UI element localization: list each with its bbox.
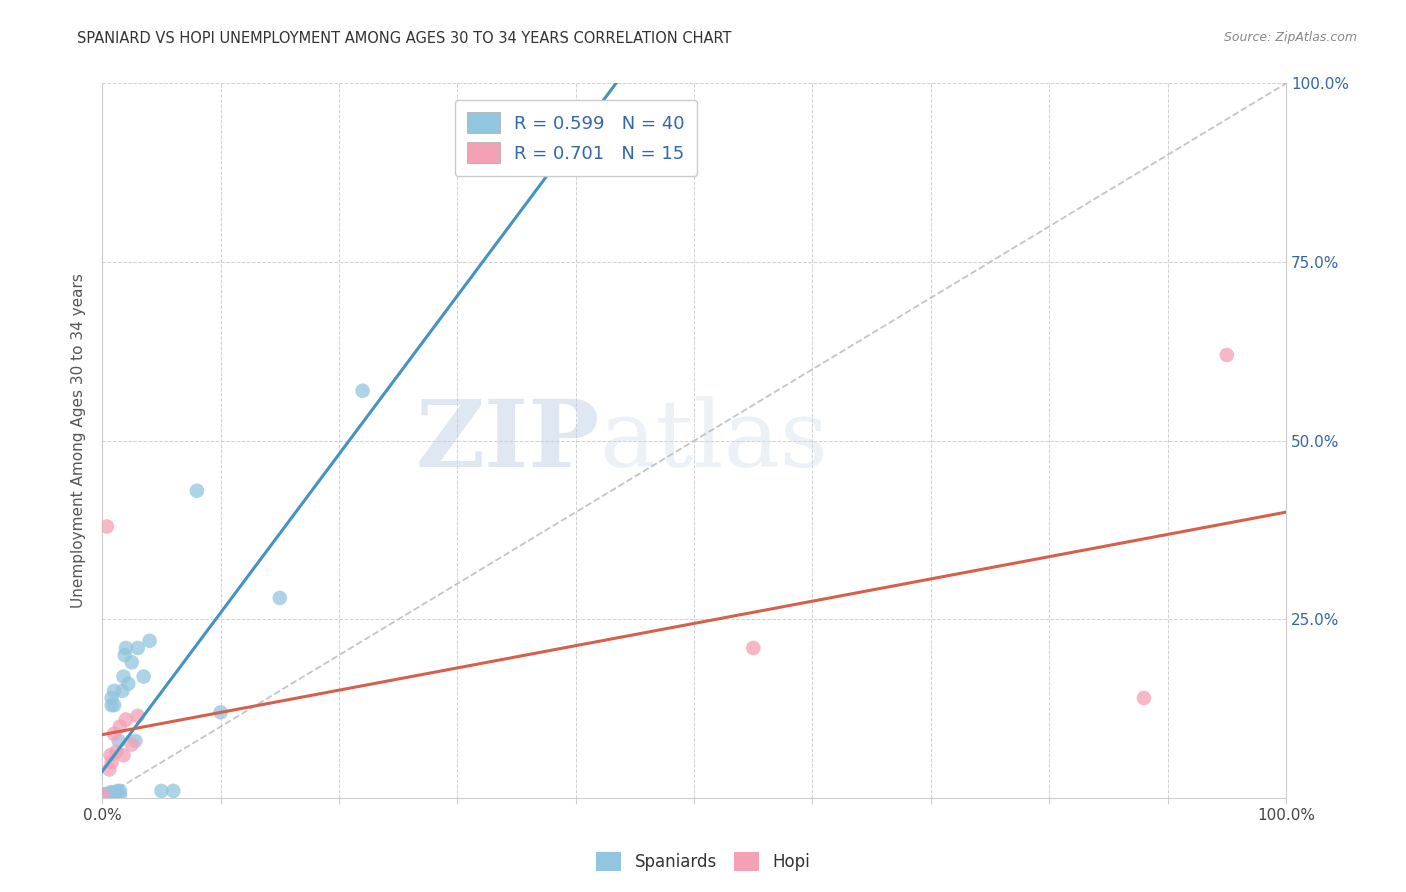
Point [96,788,118,802]
Point [121,738,143,752]
Point [111,684,134,698]
Point [96,519,118,533]
Point [124,734,146,748]
Point [108,720,131,734]
Point [100,748,122,763]
Point [101,788,124,802]
Legend: Spaniards, Hopi: Spaniards, Hopi [588,843,818,880]
Point [121,655,143,669]
Point [93,791,115,805]
Point [112,748,135,763]
Point [127,709,149,723]
Point [1216,348,1239,362]
Point [97,791,120,805]
Point [209,706,232,720]
Point [112,669,135,683]
Point [105,788,128,802]
Point [100,785,122,799]
Text: ZIP: ZIP [415,396,599,486]
Point [103,727,125,741]
Point [98,788,121,802]
Point [107,784,129,798]
Point [103,698,125,713]
Point [98,763,121,777]
Point [114,648,136,662]
Point [94,789,117,804]
Point [107,734,129,748]
Point [352,384,374,398]
Text: atlas: atlas [599,396,828,486]
Point [132,669,155,683]
Point [97,789,120,803]
Point [150,784,173,798]
Point [103,684,125,698]
Legend: R = 0.599   N = 40, R = 0.701   N = 15: R = 0.599 N = 40, R = 0.701 N = 15 [454,100,697,176]
Point [162,784,184,798]
Point [1133,691,1156,706]
Point [91,791,114,805]
Point [269,591,291,605]
Point [100,788,122,802]
Point [115,640,138,655]
Point [100,691,122,706]
Point [138,633,160,648]
Point [91,788,114,802]
Point [127,640,149,655]
Y-axis label: Unemployment Among Ages 30 to 34 years: Unemployment Among Ages 30 to 34 years [72,273,86,608]
Point [100,756,122,770]
Point [91,788,114,802]
Point [93,789,115,803]
Point [108,784,131,798]
Point [91,789,114,804]
Point [101,785,124,799]
Point [105,745,128,759]
Point [94,788,117,802]
Point [115,713,138,727]
Text: Source: ZipAtlas.com: Source: ZipAtlas.com [1223,31,1357,45]
Point [186,483,208,498]
Point [117,677,139,691]
Point [742,640,765,655]
Text: SPANIARD VS HOPI UNEMPLOYMENT AMONG AGES 30 TO 34 YEARS CORRELATION CHART: SPANIARD VS HOPI UNEMPLOYMENT AMONG AGES… [77,31,733,46]
Point [108,788,131,802]
Point [100,698,122,713]
